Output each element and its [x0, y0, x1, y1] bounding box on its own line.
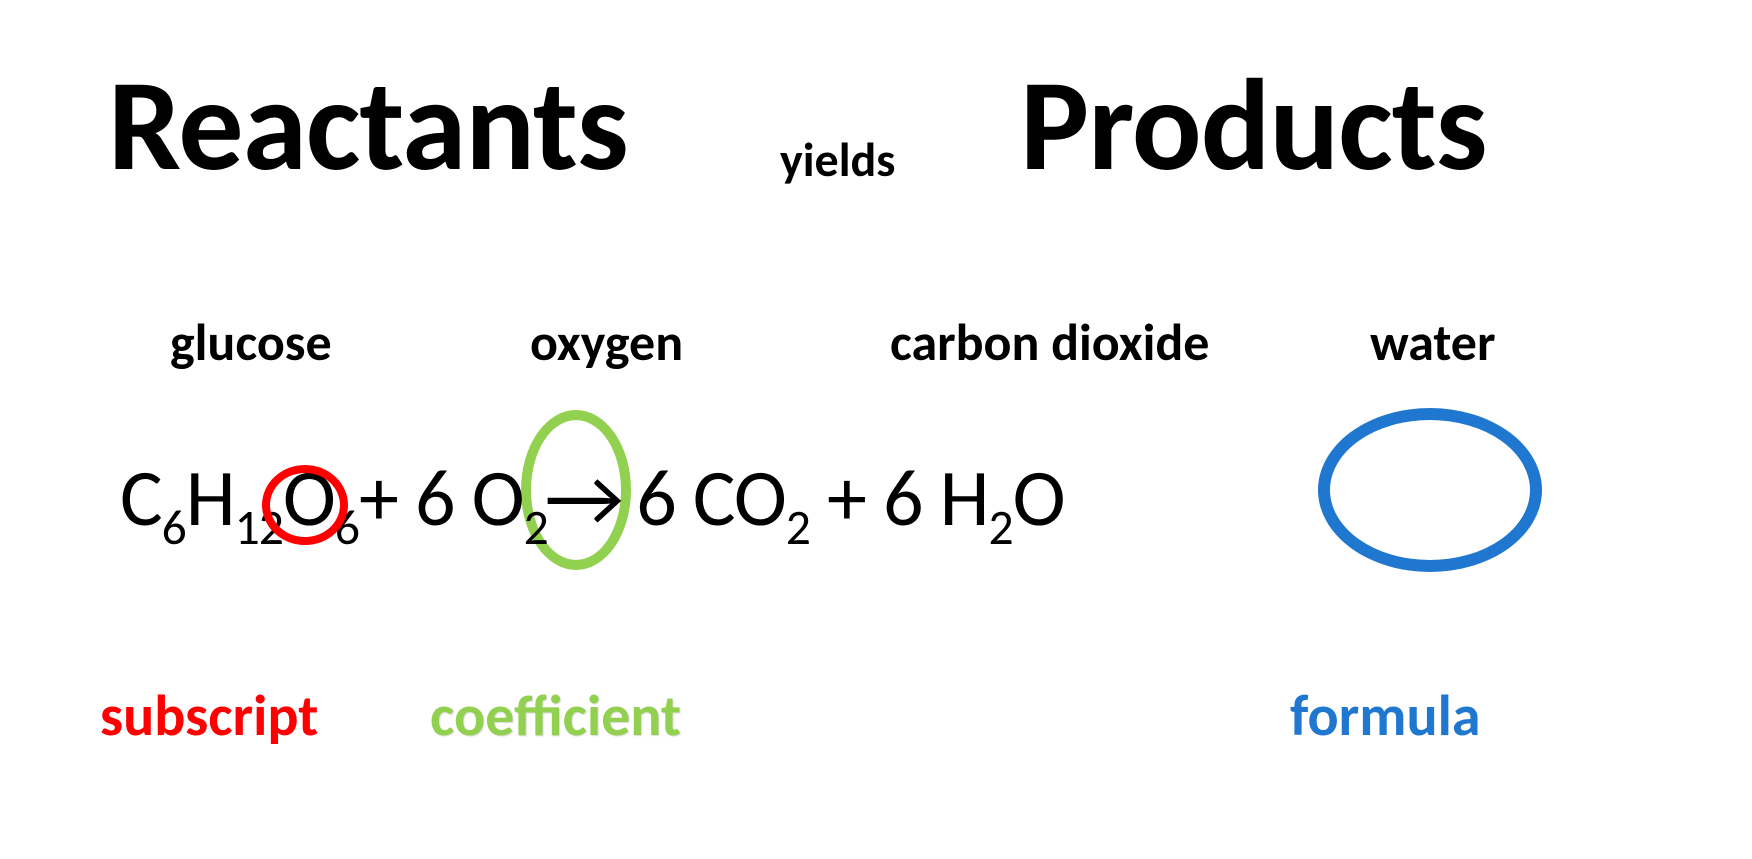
- circle-subscript: [262, 465, 348, 545]
- eq-c: C: [120, 450, 162, 547]
- eq-co2-o: O: [734, 450, 786, 547]
- eq-coef-6c: 6: [883, 450, 923, 547]
- eq-sp1: [455, 450, 472, 547]
- circle-formula: [1318, 408, 1542, 572]
- heading-reactants: Reactants: [108, 45, 628, 204]
- eq-sub-6a: 6: [162, 498, 186, 558]
- label-carbon-dioxide: carbon dioxide: [890, 310, 1209, 374]
- eq-h2o-h: H: [940, 450, 989, 547]
- eq-plus2: +: [810, 450, 883, 547]
- eq-co2-c: C: [693, 450, 734, 547]
- eq-h: H: [186, 450, 235, 547]
- diagram-canvas: Reactants yields Products glucose oxygen…: [0, 0, 1752, 859]
- eq-coef-6b: 6: [636, 450, 676, 547]
- eq-plus1: +: [359, 450, 415, 547]
- eq-h2o-sub2: 2: [988, 498, 1012, 558]
- arrow-icon: →: [544, 450, 623, 547]
- label-water: water: [1370, 310, 1495, 374]
- annotation-subscript: subscript: [100, 680, 318, 751]
- eq-h2o-o: O: [1013, 450, 1065, 547]
- heading-products: Products: [1020, 45, 1487, 204]
- label-oxygen: oxygen: [530, 310, 683, 374]
- eq-sp4: [923, 450, 940, 547]
- annotation-formula: formula: [1290, 680, 1480, 751]
- eq-sp3: [676, 450, 693, 547]
- eq-co2-sub2: 2: [786, 498, 810, 558]
- eq-o2-o: O: [472, 450, 524, 547]
- eq-coef-6a: 6: [415, 450, 455, 547]
- heading-yields: yields: [780, 130, 895, 189]
- label-glucose: glucose: [170, 310, 332, 374]
- annotation-coefficient: coefficient: [430, 680, 681, 751]
